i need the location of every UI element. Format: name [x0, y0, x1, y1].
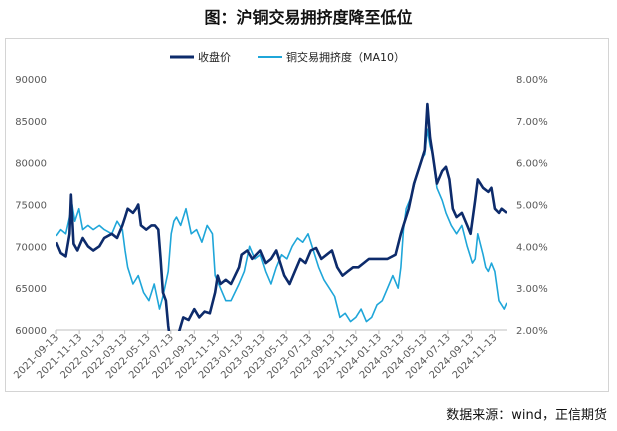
- right-tick-label: 6.00%: [516, 159, 548, 170]
- left-tick-label: 60000: [15, 326, 47, 337]
- series-layer: [56, 102, 507, 331]
- series-crowding-line: [56, 128, 507, 323]
- left-tick-label: 70000: [15, 242, 47, 253]
- left-tick-label: 90000: [15, 75, 47, 86]
- left-tick-label: 85000: [15, 117, 47, 128]
- legend-label: 收盘价: [198, 50, 231, 64]
- x-axis: 2021-09-132021-11-132022-01-132022-03-13…: [12, 330, 500, 381]
- left-tick-label: 65000: [15, 284, 47, 295]
- left-tick-label: 80000: [15, 159, 47, 170]
- right-tick-label: 4.00%: [516, 242, 548, 253]
- chart-frame: [5, 38, 609, 392]
- right-tick-label: 2.00%: [516, 326, 548, 337]
- source-note: 数据来源：wind，正信期货: [446, 408, 607, 423]
- chart-title: 图：沪铜交易拥挤度降至低位: [204, 8, 413, 27]
- left-tick-label: 75000: [15, 201, 47, 212]
- right-tick-label: 8.00%: [516, 75, 548, 86]
- chart-legend: 收盘价 铜交易拥挤度（MA10）: [170, 50, 405, 64]
- left-axis: 60000 65000 70000 75000 80000 85000 90000: [15, 75, 47, 337]
- right-tick-label: 7.00%: [516, 117, 548, 128]
- series-close-price-line: [56, 102, 507, 331]
- right-tick-label: 5.00%: [516, 201, 548, 212]
- right-axis: 2.00% 3.00% 4.00% 5.00% 6.00% 7.00% 8.00%: [516, 75, 548, 337]
- right-tick-label: 3.00%: [516, 284, 548, 295]
- legend-label: 铜交易拥挤度（MA10）: [286, 50, 405, 64]
